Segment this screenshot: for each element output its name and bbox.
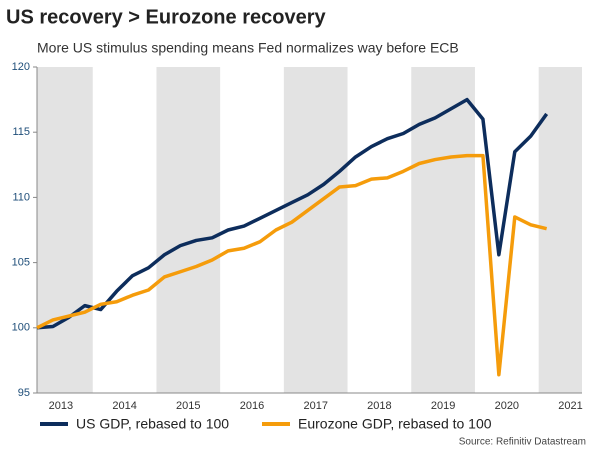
y-tick-label: 100: [12, 322, 30, 334]
y-tick-label: 120: [12, 61, 30, 73]
x-tick-label: 2016: [240, 400, 264, 412]
chart-subtitle: More US stimulus spending means Fed norm…: [37, 40, 459, 56]
y-tick-label: 95: [18, 387, 30, 399]
legend-label: Eurozone GDP, rebased to 100: [298, 416, 492, 432]
series-line: [36, 97, 549, 330]
y-tick-label: 105: [12, 257, 30, 269]
y-tick-label: 110: [12, 191, 30, 203]
x-tick-label: 2018: [367, 400, 391, 412]
x-tick-label: 2020: [495, 400, 519, 412]
x-tick-label: 2013: [49, 400, 73, 412]
x-tick-label: 2017: [303, 400, 327, 412]
series-line: [36, 153, 548, 377]
legend-label: US GDP, rebased to 100: [76, 416, 229, 432]
year-band: [411, 67, 475, 393]
chart-title: US recovery > Eurozone recovery: [6, 6, 326, 28]
x-tick-label: 2019: [431, 400, 455, 412]
year-band: [37, 67, 93, 393]
year-band: [156, 67, 221, 393]
y-tick-label: 115: [12, 126, 30, 138]
x-tick-label: 2021: [558, 400, 582, 412]
x-tick-label: 2015: [176, 400, 200, 412]
source: Source: Refinitiv Datastream: [459, 437, 586, 448]
x-tick-label: 2014: [112, 400, 136, 412]
year-band: [283, 67, 348, 393]
